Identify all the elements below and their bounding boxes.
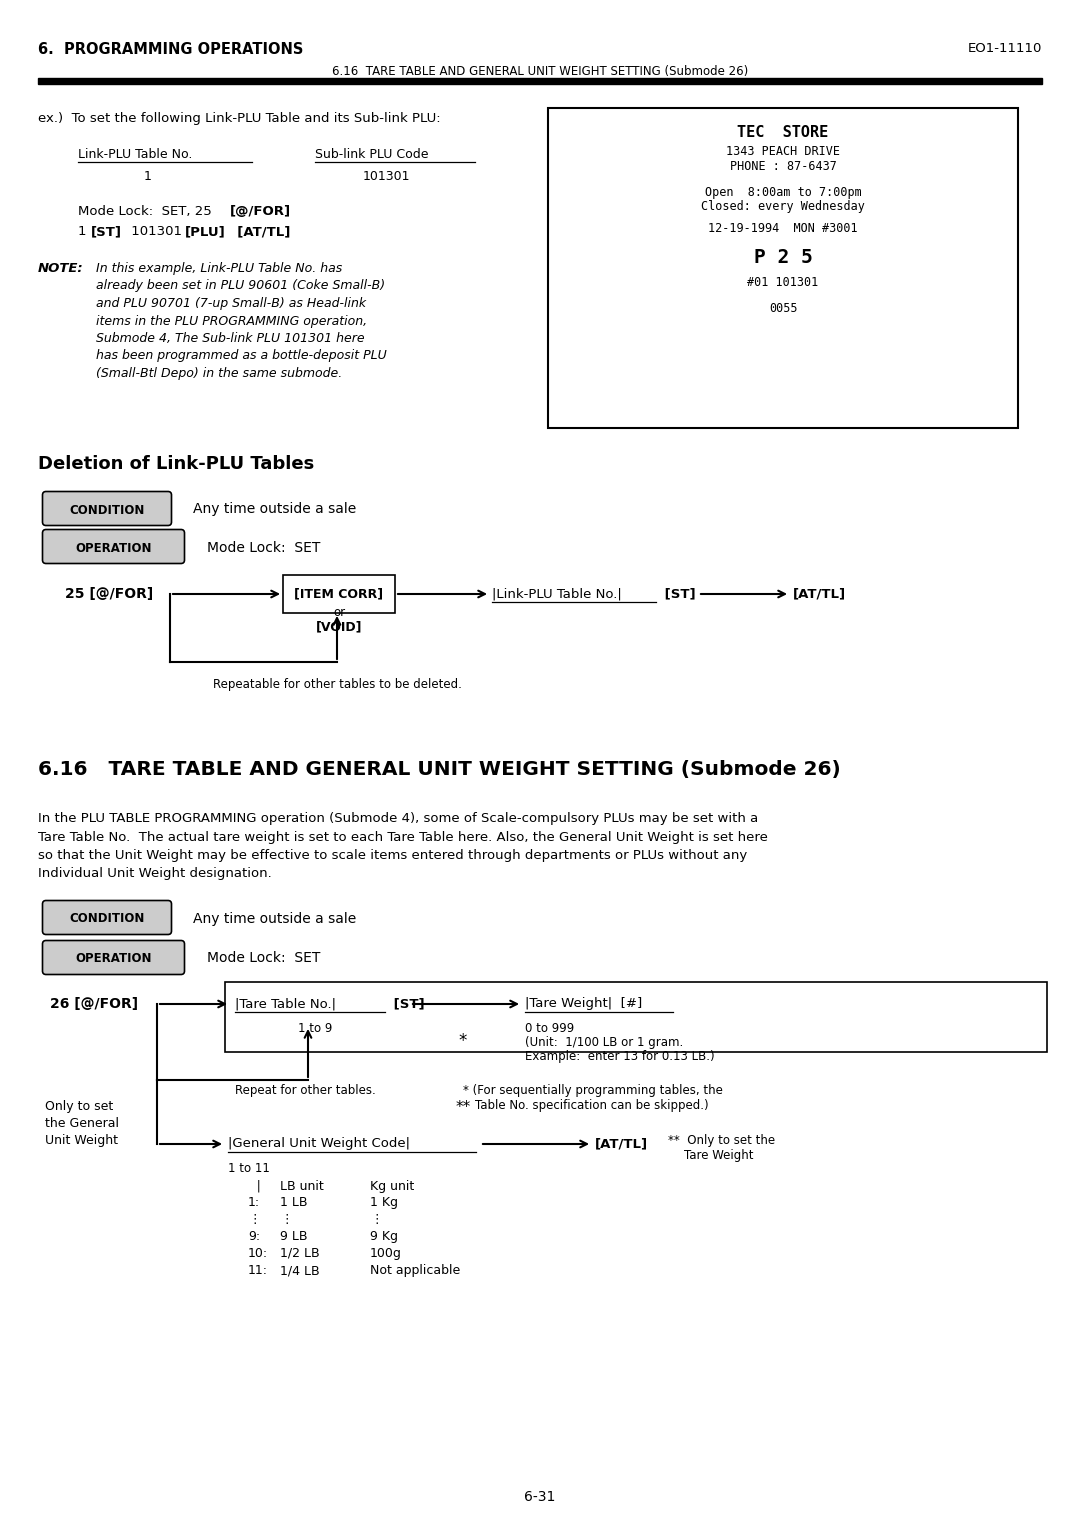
Text: Table No. specification can be skipped.): Table No. specification can be skipped.): [475, 1099, 708, 1112]
Text: |Tare Table No.|: |Tare Table No.|: [235, 998, 336, 1010]
Text: 1 LB: 1 LB: [280, 1196, 308, 1209]
Text: [ITEM CORR]: [ITEM CORR]: [295, 587, 383, 601]
FancyBboxPatch shape: [42, 530, 185, 564]
Text: 101301: 101301: [127, 225, 186, 238]
Text: [AT/TL]: [AT/TL]: [793, 587, 846, 601]
Text: 100g: 100g: [370, 1247, 402, 1261]
Bar: [38, 78, 1042, 84]
Text: * (For sequentially programming tables, the: * (For sequentially programming tables, …: [463, 1083, 723, 1097]
Bar: [225, 983, 1047, 1051]
FancyBboxPatch shape: [42, 941, 185, 975]
Text: 1 Kg: 1 Kg: [370, 1196, 399, 1209]
Bar: [548, 108, 1018, 428]
Text: **: **: [456, 1100, 471, 1115]
Text: Any time outside a sale: Any time outside a sale: [193, 503, 356, 516]
Text: 1/4 LB: 1/4 LB: [280, 1264, 320, 1277]
Text: or: or: [333, 607, 346, 619]
Text: ⋮: ⋮: [248, 1213, 260, 1225]
Text: TEC  STORE: TEC STORE: [738, 125, 828, 141]
Text: OPERATION: OPERATION: [76, 952, 152, 966]
Text: 1: 1: [144, 170, 152, 183]
Text: 25 [@/FOR]: 25 [@/FOR]: [65, 587, 153, 601]
Text: Any time outside a sale: Any time outside a sale: [193, 912, 356, 926]
Text: Kg unit: Kg unit: [370, 1180, 415, 1193]
Text: #01 101301: #01 101301: [747, 277, 819, 289]
Text: [ST]: [ST]: [91, 225, 122, 238]
Text: [VOID]: [VOID]: [315, 620, 362, 633]
Text: EO1-11110: EO1-11110: [968, 41, 1042, 55]
Text: Sub-link PLU Code: Sub-link PLU Code: [315, 148, 429, 160]
Text: 9:: 9:: [248, 1230, 260, 1242]
Text: 0055: 0055: [769, 303, 797, 315]
FancyBboxPatch shape: [42, 492, 172, 526]
Text: **  Only to set the: ** Only to set the: [669, 1134, 775, 1148]
Text: [ST]: [ST]: [660, 587, 696, 601]
Text: PHONE : 87-6437: PHONE : 87-6437: [730, 160, 836, 173]
Text: OPERATION: OPERATION: [76, 541, 152, 555]
Text: CONDITION: CONDITION: [69, 504, 145, 516]
Text: 6.  PROGRAMMING OPERATIONS: 6. PROGRAMMING OPERATIONS: [38, 41, 303, 57]
Text: |: |: [255, 1180, 262, 1193]
Text: 101301: 101301: [363, 170, 410, 183]
Text: 0 to 999: 0 to 999: [525, 1022, 575, 1034]
Text: |Tare Weight|  [#]: |Tare Weight| [#]: [525, 998, 643, 1010]
Text: 6-31: 6-31: [524, 1490, 556, 1504]
Text: 26 [@/FOR]: 26 [@/FOR]: [50, 996, 138, 1012]
Text: Not applicable: Not applicable: [370, 1264, 460, 1277]
Text: 9 Kg: 9 Kg: [370, 1230, 399, 1242]
Text: CONDITION: CONDITION: [69, 912, 145, 926]
Text: Deletion of Link-PLU Tables: Deletion of Link-PLU Tables: [38, 455, 314, 474]
Text: Mode Lock:  SET: Mode Lock: SET: [207, 541, 321, 555]
Text: [AT/TL]: [AT/TL]: [595, 1137, 648, 1151]
Text: 1/2 LB: 1/2 LB: [280, 1247, 320, 1261]
Text: 1:: 1:: [248, 1196, 260, 1209]
Text: [PLU]: [PLU]: [185, 225, 226, 238]
Text: Tare Weight: Tare Weight: [684, 1149, 754, 1161]
Text: NOTE:: NOTE:: [38, 261, 83, 275]
Text: *: *: [459, 1031, 468, 1050]
Text: Mode Lock:  SET: Mode Lock: SET: [207, 952, 321, 966]
Text: ⋮: ⋮: [280, 1213, 293, 1225]
FancyBboxPatch shape: [42, 900, 172, 935]
Text: |Link-PLU Table No.|: |Link-PLU Table No.|: [492, 587, 622, 601]
Text: [ST]: [ST]: [389, 998, 424, 1010]
Text: Repeat for other tables.: Repeat for other tables.: [235, 1083, 376, 1097]
Text: ⋮: ⋮: [370, 1213, 382, 1225]
Text: Only to set
the General
Unit Weight: Only to set the General Unit Weight: [45, 1100, 119, 1148]
Text: 6.16  TARE TABLE AND GENERAL UNIT WEIGHT SETTING (Submode 26): 6.16 TARE TABLE AND GENERAL UNIT WEIGHT …: [332, 66, 748, 78]
Text: (Unit:  1/100 LB or 1 gram.: (Unit: 1/100 LB or 1 gram.: [525, 1036, 684, 1050]
Text: 1343 PEACH DRIVE: 1343 PEACH DRIVE: [726, 145, 840, 157]
Text: 12-19-1994  MON #3001: 12-19-1994 MON #3001: [708, 222, 858, 235]
Text: |General Unit Weight Code|: |General Unit Weight Code|: [228, 1137, 410, 1151]
Text: In the PLU TABLE PROGRAMMING operation (Submode 4), some of Scale-compulsory PLU: In the PLU TABLE PROGRAMMING operation (…: [38, 811, 768, 880]
Text: Open  8:00am to 7:00pm: Open 8:00am to 7:00pm: [704, 186, 862, 199]
Text: Link-PLU Table No.: Link-PLU Table No.: [78, 148, 192, 160]
Text: Example:  enter 13 for 0.13 LB.): Example: enter 13 for 0.13 LB.): [525, 1050, 715, 1063]
Text: Mode Lock:  SET, 25: Mode Lock: SET, 25: [78, 205, 216, 219]
Text: LB unit: LB unit: [280, 1180, 324, 1193]
Text: 1: 1: [78, 225, 91, 238]
Text: 9 LB: 9 LB: [280, 1230, 308, 1242]
Text: Repeatable for other tables to be deleted.: Repeatable for other tables to be delete…: [213, 678, 461, 691]
Bar: [283, 575, 395, 613]
Text: ex.)  To set the following Link-PLU Table and its Sub-link PLU:: ex.) To set the following Link-PLU Table…: [38, 112, 441, 125]
Text: 11:: 11:: [248, 1264, 268, 1277]
Text: Closed: every Wednesday: Closed: every Wednesday: [701, 200, 865, 212]
Text: P 2 5: P 2 5: [754, 248, 812, 267]
Text: 1 to 11: 1 to 11: [228, 1161, 270, 1175]
Text: 6.16   TARE TABLE AND GENERAL UNIT WEIGHT SETTING (Submode 26): 6.16 TARE TABLE AND GENERAL UNIT WEIGHT …: [38, 759, 840, 779]
Text: [@/FOR]: [@/FOR]: [230, 205, 292, 219]
Text: 1 to 9: 1 to 9: [298, 1022, 333, 1034]
Text: In this example, Link-PLU Table No. has
already been set in PLU 90601 (Coke Smal: In this example, Link-PLU Table No. has …: [96, 261, 387, 380]
Text: [AT/TL]: [AT/TL]: [228, 225, 291, 238]
Text: 10:: 10:: [248, 1247, 268, 1261]
